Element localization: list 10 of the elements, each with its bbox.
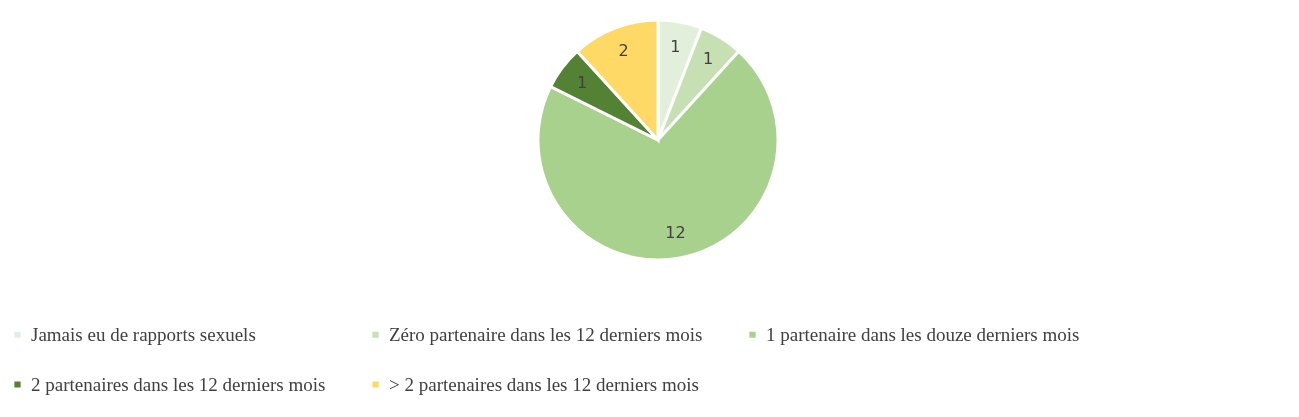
legend-label: 1 partenaire dans les douze derniers mois bbox=[766, 323, 1080, 345]
data-label: 12 bbox=[665, 223, 686, 243]
data-label: 1 bbox=[702, 49, 714, 69]
data-label: 1 bbox=[670, 36, 681, 56]
legend-label: > 2 partenaires dans les 12 derniers mois bbox=[389, 373, 699, 395]
legend-label: Zéro partenaire dans les 12 derniers mois bbox=[389, 323, 703, 345]
legend-label: 2 partenaires dans les 12 derniers mois bbox=[31, 373, 326, 395]
data-label: 1 bbox=[577, 72, 588, 92]
data-label: 2 bbox=[618, 41, 629, 61]
legend-label: Jamais eu de rapports sexuels bbox=[31, 323, 256, 345]
